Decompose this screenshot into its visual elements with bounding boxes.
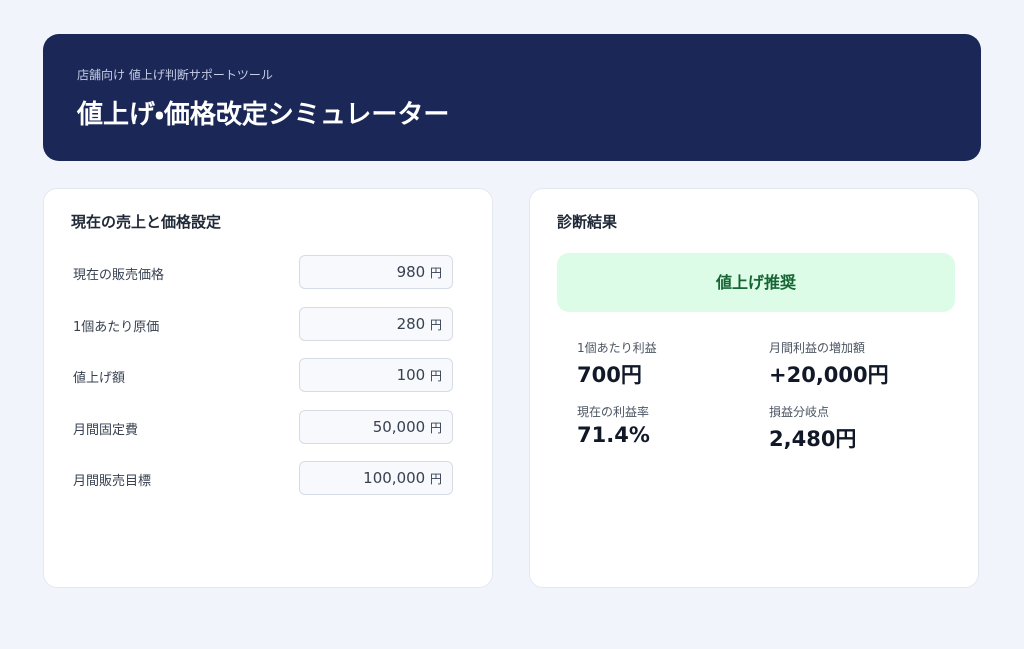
input-field[interactable]: 100,000 円: [299, 461, 453, 495]
metric-label: 月間利益の増加額: [769, 341, 866, 355]
verdict-banner: 値上げ推奨: [557, 253, 955, 312]
input-field[interactable]: 50,000 円: [299, 409, 453, 444]
metric-value: 2,480円: [769, 427, 857, 451]
input-value: 50,000: [372, 417, 426, 436]
input-card: 現在の売上と価格設定 現在の販売価格 980 円 1個あたり原価 280 円値上げ額 1…: [43, 188, 493, 588]
input-value: 100,000: [363, 469, 426, 487]
input-label: 月間販売目標: [73, 474, 152, 489]
card-title: 現在の売上と価格設定: [71, 213, 222, 231]
input-label: 月間固定費: [73, 422, 139, 438]
input-field[interactable]: 980 円: [299, 255, 453, 289]
input-value: 980: [396, 263, 426, 281]
card-title: 診断結果: [557, 213, 618, 231]
input-unit: 円: [429, 420, 442, 435]
input-unit: 円: [429, 472, 442, 486]
input-unit: 円: [429, 317, 442, 332]
input-unit: 円: [429, 369, 442, 383]
input-label: 値上げ額: [73, 371, 126, 386]
metric-label: 1個あたり利益: [577, 341, 657, 355]
input-label: 1個あたり原価: [73, 319, 160, 335]
result-card: 診断結果 値上げ推奨 1個あたり利益 700円 月間利益の増加額 +20,000円現在…: [529, 188, 979, 588]
header-subtitle: 店舗向け 値上げ判断サポートツール: [77, 68, 273, 82]
input-field[interactable]: 280 円: [299, 306, 453, 341]
metric-value: 700円: [577, 363, 642, 387]
input-label: 現在の販売価格: [73, 268, 165, 283]
header: 店舗向け 値上げ判断サポートツール 値上げ・価格改定シミュレーター: [43, 34, 981, 161]
metric-value: 71.4%: [577, 423, 650, 447]
metric-value: +20,000円: [769, 363, 889, 387]
header-title: 値上げ・価格改定シミュレーター: [77, 100, 450, 130]
input-unit: 円: [429, 266, 442, 280]
input-value: 280: [396, 314, 426, 333]
input-field[interactable]: 100 円: [299, 358, 453, 392]
metric-label: 現在の利益率: [577, 405, 650, 419]
input-value: 100: [396, 366, 426, 384]
metric-label: 損益分岐点: [769, 405, 830, 419]
